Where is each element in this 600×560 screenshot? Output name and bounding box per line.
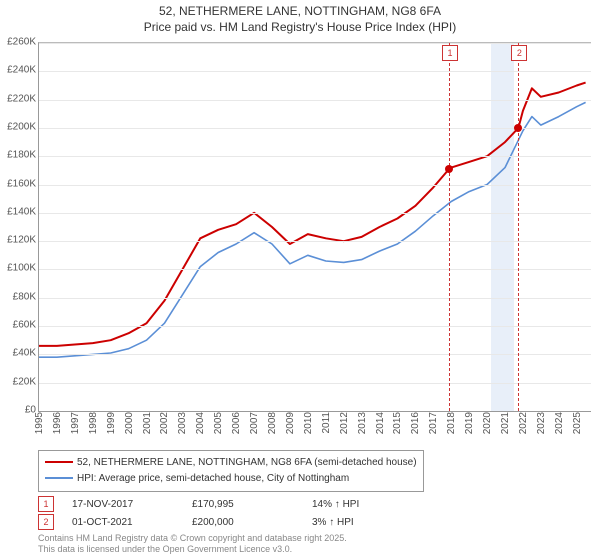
annotation-delta-2: 3% ↑ HPI: [312, 517, 354, 528]
legend-swatch-hpi: [45, 477, 73, 479]
ytick-label: £120K: [0, 235, 36, 246]
legend-item-hpi: HPI: Average price, semi-detached house,…: [45, 471, 417, 487]
xtick-label: 2013: [357, 412, 368, 434]
footer-line-2: This data is licensed under the Open Gov…: [38, 544, 347, 556]
annotation-date-2: 01-OCT-2021: [72, 517, 192, 528]
xtick-label: 2003: [177, 412, 188, 434]
xtick-label: 2018: [446, 412, 457, 434]
ytick-label: £140K: [0, 206, 36, 217]
footer-line-1: Contains HM Land Registry data © Crown c…: [38, 533, 347, 545]
ytick-label: £180K: [0, 150, 36, 161]
xtick-label: 2020: [482, 412, 493, 434]
ytick-label: £260K: [0, 37, 36, 48]
xtick-label: 2009: [285, 412, 296, 434]
xtick-label: 2008: [267, 412, 278, 434]
xtick-label: 1997: [70, 412, 81, 434]
title-line-1: 52, NETHERMERE LANE, NOTTINGHAM, NG8 6FA: [0, 4, 600, 20]
footer: Contains HM Land Registry data © Crown c…: [38, 533, 347, 556]
xtick-label: 2016: [410, 412, 421, 434]
plot-area: 12: [38, 42, 591, 412]
series-line-hpi: [39, 102, 586, 357]
xtick-label: 2001: [142, 412, 153, 434]
xtick-label: 2002: [159, 412, 170, 434]
xtick-label: 2005: [213, 412, 224, 434]
xtick-label: 2025: [572, 412, 583, 434]
marker-dot: [445, 165, 453, 173]
xtick-label: 2019: [464, 412, 475, 434]
title-line-2: Price paid vs. HM Land Registry's House …: [0, 20, 600, 36]
xtick-label: 2014: [375, 412, 386, 434]
xtick-label: 2011: [321, 412, 332, 434]
legend-label-hpi: HPI: Average price, semi-detached house,…: [77, 473, 349, 484]
chart-title: 52, NETHERMERE LANE, NOTTINGHAM, NG8 6FA…: [0, 0, 600, 35]
chart-container: 52, NETHERMERE LANE, NOTTINGHAM, NG8 6FA…: [0, 0, 600, 560]
annotation-date-1: 17-NOV-2017: [72, 499, 192, 510]
annotation-delta-1: 14% ↑ HPI: [312, 499, 359, 510]
ytick-label: £220K: [0, 93, 36, 104]
annotation-marker-1: 1: [38, 496, 54, 512]
marker-line: [449, 43, 450, 411]
annotation-price-1: £170,995: [192, 499, 312, 510]
legend: 52, NETHERMERE LANE, NOTTINGHAM, NG8 6FA…: [38, 450, 424, 492]
ytick-label: £0: [0, 405, 36, 416]
marker-box: 1: [442, 45, 458, 61]
xtick-label: 1995: [34, 412, 45, 434]
xtick-label: 2021: [500, 412, 511, 434]
xtick-label: 2024: [554, 412, 565, 434]
series-line-property: [39, 83, 586, 346]
ytick-label: £60K: [0, 320, 36, 331]
annotation-row-2: 2 01-OCT-2021 £200,000 3% ↑ HPI: [38, 514, 354, 530]
ytick-label: £240K: [0, 65, 36, 76]
xtick-label: 2017: [428, 412, 439, 434]
xtick-label: 2022: [518, 412, 529, 434]
ytick-label: £100K: [0, 263, 36, 274]
xtick-label: 2000: [124, 412, 135, 434]
xtick-label: 2004: [195, 412, 206, 434]
annotation-price-2: £200,000: [192, 517, 312, 528]
legend-swatch-property: [45, 461, 73, 463]
xtick-label: 2012: [339, 412, 350, 434]
xtick-label: 2010: [303, 412, 314, 434]
annotation-marker-2: 2: [38, 514, 54, 530]
ytick-label: £40K: [0, 348, 36, 359]
legend-item-property: 52, NETHERMERE LANE, NOTTINGHAM, NG8 6FA…: [45, 455, 417, 471]
legend-label-property: 52, NETHERMERE LANE, NOTTINGHAM, NG8 6FA…: [77, 457, 417, 468]
ytick-label: £200K: [0, 121, 36, 132]
annotation-row-1: 1 17-NOV-2017 £170,995 14% ↑ HPI: [38, 496, 359, 512]
ytick-label: £20K: [0, 376, 36, 387]
xtick-label: 2023: [536, 412, 547, 434]
xtick-label: 1996: [52, 412, 63, 434]
chart-lines: [39, 43, 591, 411]
xtick-label: 2007: [249, 412, 260, 434]
xtick-label: 1998: [88, 412, 99, 434]
xtick-label: 2006: [231, 412, 242, 434]
ytick-label: £160K: [0, 178, 36, 189]
marker-dot: [514, 124, 522, 132]
ytick-label: £80K: [0, 291, 36, 302]
xtick-label: 1999: [106, 412, 117, 434]
marker-box: 2: [511, 45, 527, 61]
xtick-label: 2015: [392, 412, 403, 434]
marker-line: [518, 43, 519, 411]
